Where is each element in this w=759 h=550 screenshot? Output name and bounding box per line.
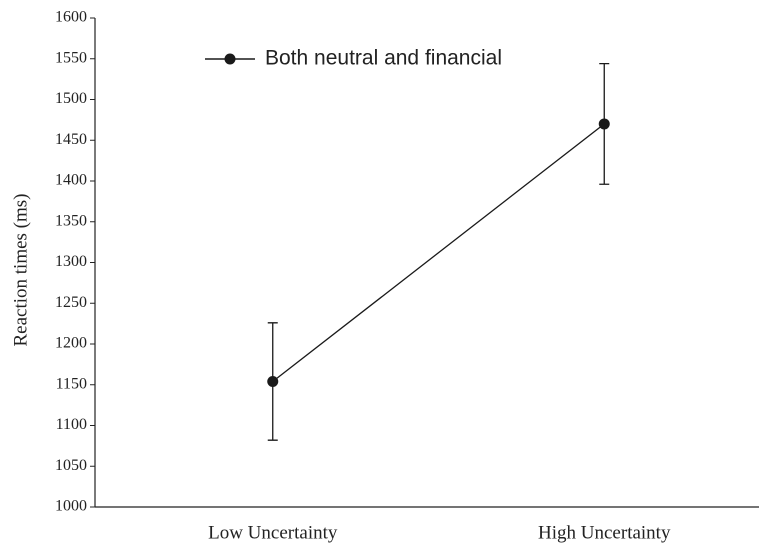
y-tick-label: 1200 <box>55 335 87 352</box>
data-point <box>598 118 610 130</box>
legend-label: Both neutral and financial <box>265 47 502 70</box>
data-point <box>267 375 279 387</box>
x-tick-label: Low Uncertainty <box>208 522 338 543</box>
y-tick-label: 1000 <box>55 498 87 515</box>
y-tick-label: 1550 <box>55 49 87 66</box>
y-tick-label: 1500 <box>55 90 87 107</box>
y-tick-label: 1150 <box>56 375 87 392</box>
y-tick-label: 1250 <box>55 294 87 311</box>
y-axis-label: Reaction times (ms) <box>10 193 31 346</box>
y-tick-label: 1450 <box>55 131 87 148</box>
y-tick-label: 1600 <box>55 9 87 26</box>
x-tick-label: High Uncertainty <box>538 522 671 543</box>
y-tick-label: 1350 <box>55 212 87 229</box>
y-tick-label: 1400 <box>55 172 87 189</box>
y-tick-label: 1050 <box>55 457 87 474</box>
series-line <box>272 123 605 383</box>
legend-marker <box>224 53 236 65</box>
y-tick-label: 1300 <box>55 253 87 270</box>
y-tick-label: 1100 <box>56 416 87 433</box>
